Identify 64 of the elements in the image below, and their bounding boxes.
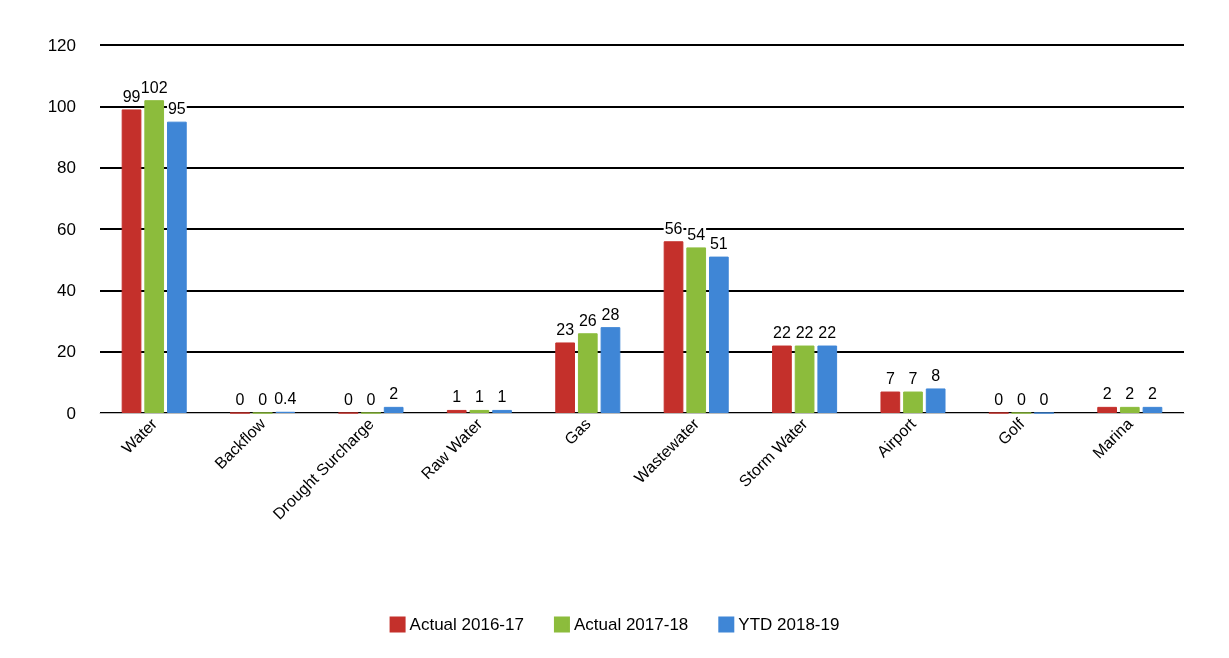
legend-label: Actual 2016-17 (409, 615, 524, 634)
data-label: 2 (389, 385, 399, 403)
bar (121, 109, 142, 413)
legend-label: Actual 2017-18 (573, 615, 689, 634)
data-label: 2 (1148, 385, 1158, 403)
bar (469, 409, 490, 413)
bar (772, 345, 792, 413)
data-label: 1 (474, 388, 484, 406)
bar (663, 241, 684, 413)
data-label: 22 (795, 324, 814, 342)
y-tick-label: 80 (57, 158, 76, 178)
data-label: 99 (122, 87, 141, 105)
y-tick-label: 100 (47, 96, 76, 116)
y-tick-label: 0 (66, 403, 76, 423)
bar (167, 121, 187, 413)
bar (1142, 406, 1163, 413)
data-label: 22 (773, 324, 791, 342)
data-label: 95 (167, 100, 186, 118)
data-label: 26 (578, 311, 597, 329)
data-label: 0.4 (274, 390, 297, 408)
bar (383, 406, 404, 413)
data-label: 54 (687, 225, 706, 243)
bar (555, 342, 575, 413)
data-label: 1 (497, 388, 507, 406)
data-label: 7 (908, 370, 918, 388)
data-label: 102 (140, 78, 168, 96)
bar (577, 333, 598, 413)
y-tick-label: 20 (57, 342, 76, 362)
bar (903, 391, 923, 413)
data-label: 56 (664, 219, 683, 237)
data-label: 0 (366, 391, 376, 408)
bar (600, 327, 621, 413)
bar (925, 388, 946, 413)
x-tick-label: Golf (994, 414, 1028, 448)
data-label: 0 (258, 391, 268, 408)
data-label: 23 (556, 320, 575, 338)
data-label: 2 (1102, 385, 1112, 403)
bar (492, 409, 512, 413)
y-tick-label: 40 (57, 280, 76, 300)
data-label: 28 (601, 305, 620, 323)
bar (144, 100, 165, 413)
data-label: 7 (885, 370, 895, 388)
bar (880, 391, 901, 413)
data-label: 8 (931, 366, 941, 384)
bar (446, 409, 467, 413)
bar (709, 256, 729, 413)
bar (1119, 406, 1140, 413)
data-label: 22 (818, 324, 837, 342)
bar (794, 345, 815, 413)
data-label: 1 (452, 388, 462, 406)
data-label: 0 (235, 391, 245, 408)
data-label: 0 (1016, 391, 1026, 408)
data-label: 0 (994, 391, 1004, 408)
x-tick-label: Gas (561, 414, 594, 448)
data-label: 0 (1039, 391, 1049, 408)
bar (686, 247, 707, 413)
data-label: 0 (343, 391, 353, 408)
y-tick-label: 120 (47, 35, 76, 55)
y-tick-label: 60 (57, 219, 76, 239)
bar (1097, 406, 1117, 413)
data-label: 51 (709, 235, 728, 253)
legend-label: YTD 2018-19 (738, 615, 840, 634)
bar (817, 345, 838, 413)
data-label: 2 (1125, 385, 1135, 403)
